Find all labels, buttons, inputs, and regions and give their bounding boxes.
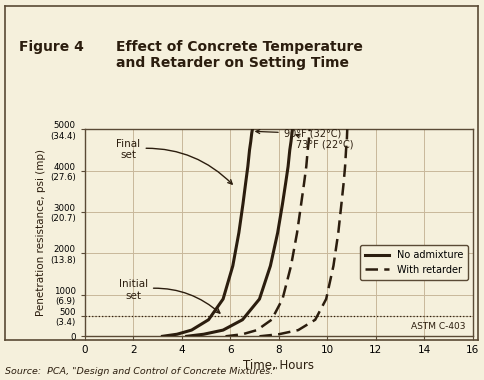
Y-axis label: Penetration resistance, psi (mp): Penetration resistance, psi (mp): [36, 149, 46, 316]
Text: Source:  PCA, "Design and Control of Concrete Mixtures.": Source: PCA, "Design and Control of Conc…: [5, 367, 277, 376]
Text: 73°F (22°C): 73°F (22°C): [295, 134, 353, 150]
Text: Initial
set: Initial set: [119, 279, 219, 313]
X-axis label: Time, Hours: Time, Hours: [243, 359, 314, 372]
Text: Figure 4: Figure 4: [19, 40, 84, 54]
Text: Effect of Concrete Temperature
and Retarder on Setting Time: Effect of Concrete Temperature and Retar…: [116, 40, 363, 70]
Text: Final
set: Final set: [116, 139, 232, 184]
Text: ASTM C-403: ASTM C-403: [410, 322, 465, 331]
Legend: No admixture, With retarder: No admixture, With retarder: [359, 245, 467, 280]
Text: 90°F (32°C): 90°F (32°C): [256, 129, 340, 139]
